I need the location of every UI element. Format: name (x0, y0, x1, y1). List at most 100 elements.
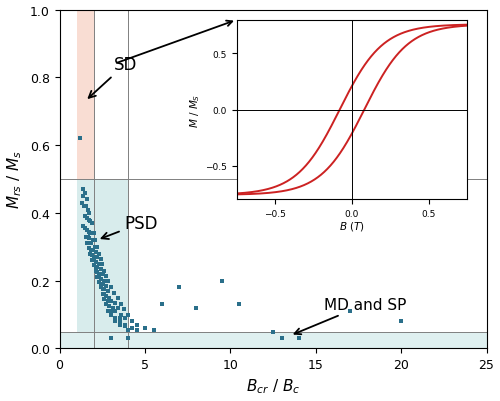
Point (106, 295, 114, 301)
Point (269, 328, 277, 335)
Point (83, 196, 91, 203)
Point (114, 305, 122, 311)
Point (84, 234, 92, 240)
Point (102, 293, 110, 300)
Point (81, 190, 89, 196)
Point (86, 231, 94, 237)
Point (109, 305, 117, 311)
X-axis label: $B_{cr}$ / $B_c$: $B_{cr}$ / $B_c$ (246, 377, 300, 395)
Point (92, 264, 100, 271)
Point (86, 219, 94, 225)
Point (82, 203, 90, 210)
Bar (76, 180, 128, 332)
Point (110, 300, 118, 306)
Point (141, 325, 149, 332)
Point (94, 254, 102, 261)
Point (98, 286, 106, 293)
Point (100, 296, 108, 303)
Point (81, 225, 89, 232)
Point (83, 241, 91, 247)
Point (104, 308, 112, 315)
Point (121, 322, 129, 328)
Point (175, 285, 183, 291)
Point (90, 263, 98, 269)
Point (107, 308, 115, 315)
Point (82, 234, 90, 240)
Point (110, 318, 118, 325)
Point (84, 217, 92, 223)
Point (95, 279, 103, 286)
Point (110, 308, 118, 315)
Text: SD: SD (88, 56, 138, 99)
Point (102, 283, 110, 289)
Point (86, 235, 94, 242)
Point (98, 291, 106, 298)
Point (100, 291, 108, 298)
Point (89, 237, 97, 244)
Point (83, 215, 91, 222)
Point (95, 251, 103, 257)
Point (235, 302, 243, 308)
Point (93, 244, 101, 250)
Point (95, 271, 103, 277)
Point (114, 295, 122, 301)
Point (120, 306, 128, 313)
Point (80, 224, 88, 230)
Point (94, 274, 102, 281)
Point (397, 318, 405, 325)
Point (104, 298, 112, 304)
Point (95, 261, 103, 267)
Point (86, 251, 94, 257)
Point (107, 285, 115, 291)
Point (128, 318, 136, 325)
Point (85, 241, 93, 247)
Point (121, 315, 129, 321)
Point (92, 259, 100, 265)
Point (83, 227, 91, 233)
Point (100, 278, 108, 284)
Point (92, 267, 100, 274)
Point (97, 266, 105, 272)
Point (346, 308, 354, 315)
Point (84, 229, 92, 235)
Point (124, 335, 132, 342)
Point (94, 269, 102, 276)
Point (90, 257, 98, 264)
Point (87, 247, 95, 254)
Point (80, 193, 88, 200)
Point (107, 312, 115, 318)
Point (90, 254, 98, 261)
Point (100, 267, 108, 274)
Point (88, 252, 96, 259)
Point (92, 249, 100, 255)
Point (118, 312, 126, 318)
Point (158, 302, 166, 308)
Point (116, 315, 124, 321)
Point (110, 315, 118, 321)
Point (150, 327, 158, 333)
Point (128, 325, 136, 332)
Point (78, 186, 86, 193)
Point (116, 322, 124, 328)
Point (98, 281, 106, 288)
Point (84, 207, 92, 213)
Point (106, 303, 114, 310)
Point (192, 305, 200, 311)
Point (278, 335, 285, 342)
Point (124, 312, 132, 318)
Bar (60, 332, 486, 348)
Point (132, 322, 140, 328)
Point (110, 290, 118, 296)
Point (104, 288, 112, 294)
Point (78, 200, 86, 207)
Point (87, 241, 95, 247)
Point (97, 281, 105, 288)
Point (90, 231, 98, 237)
Point (107, 298, 115, 304)
Point (88, 257, 96, 264)
Point (96, 256, 104, 262)
Point (86, 210, 94, 217)
Point (98, 261, 106, 267)
Point (90, 244, 98, 250)
Point (102, 302, 110, 308)
